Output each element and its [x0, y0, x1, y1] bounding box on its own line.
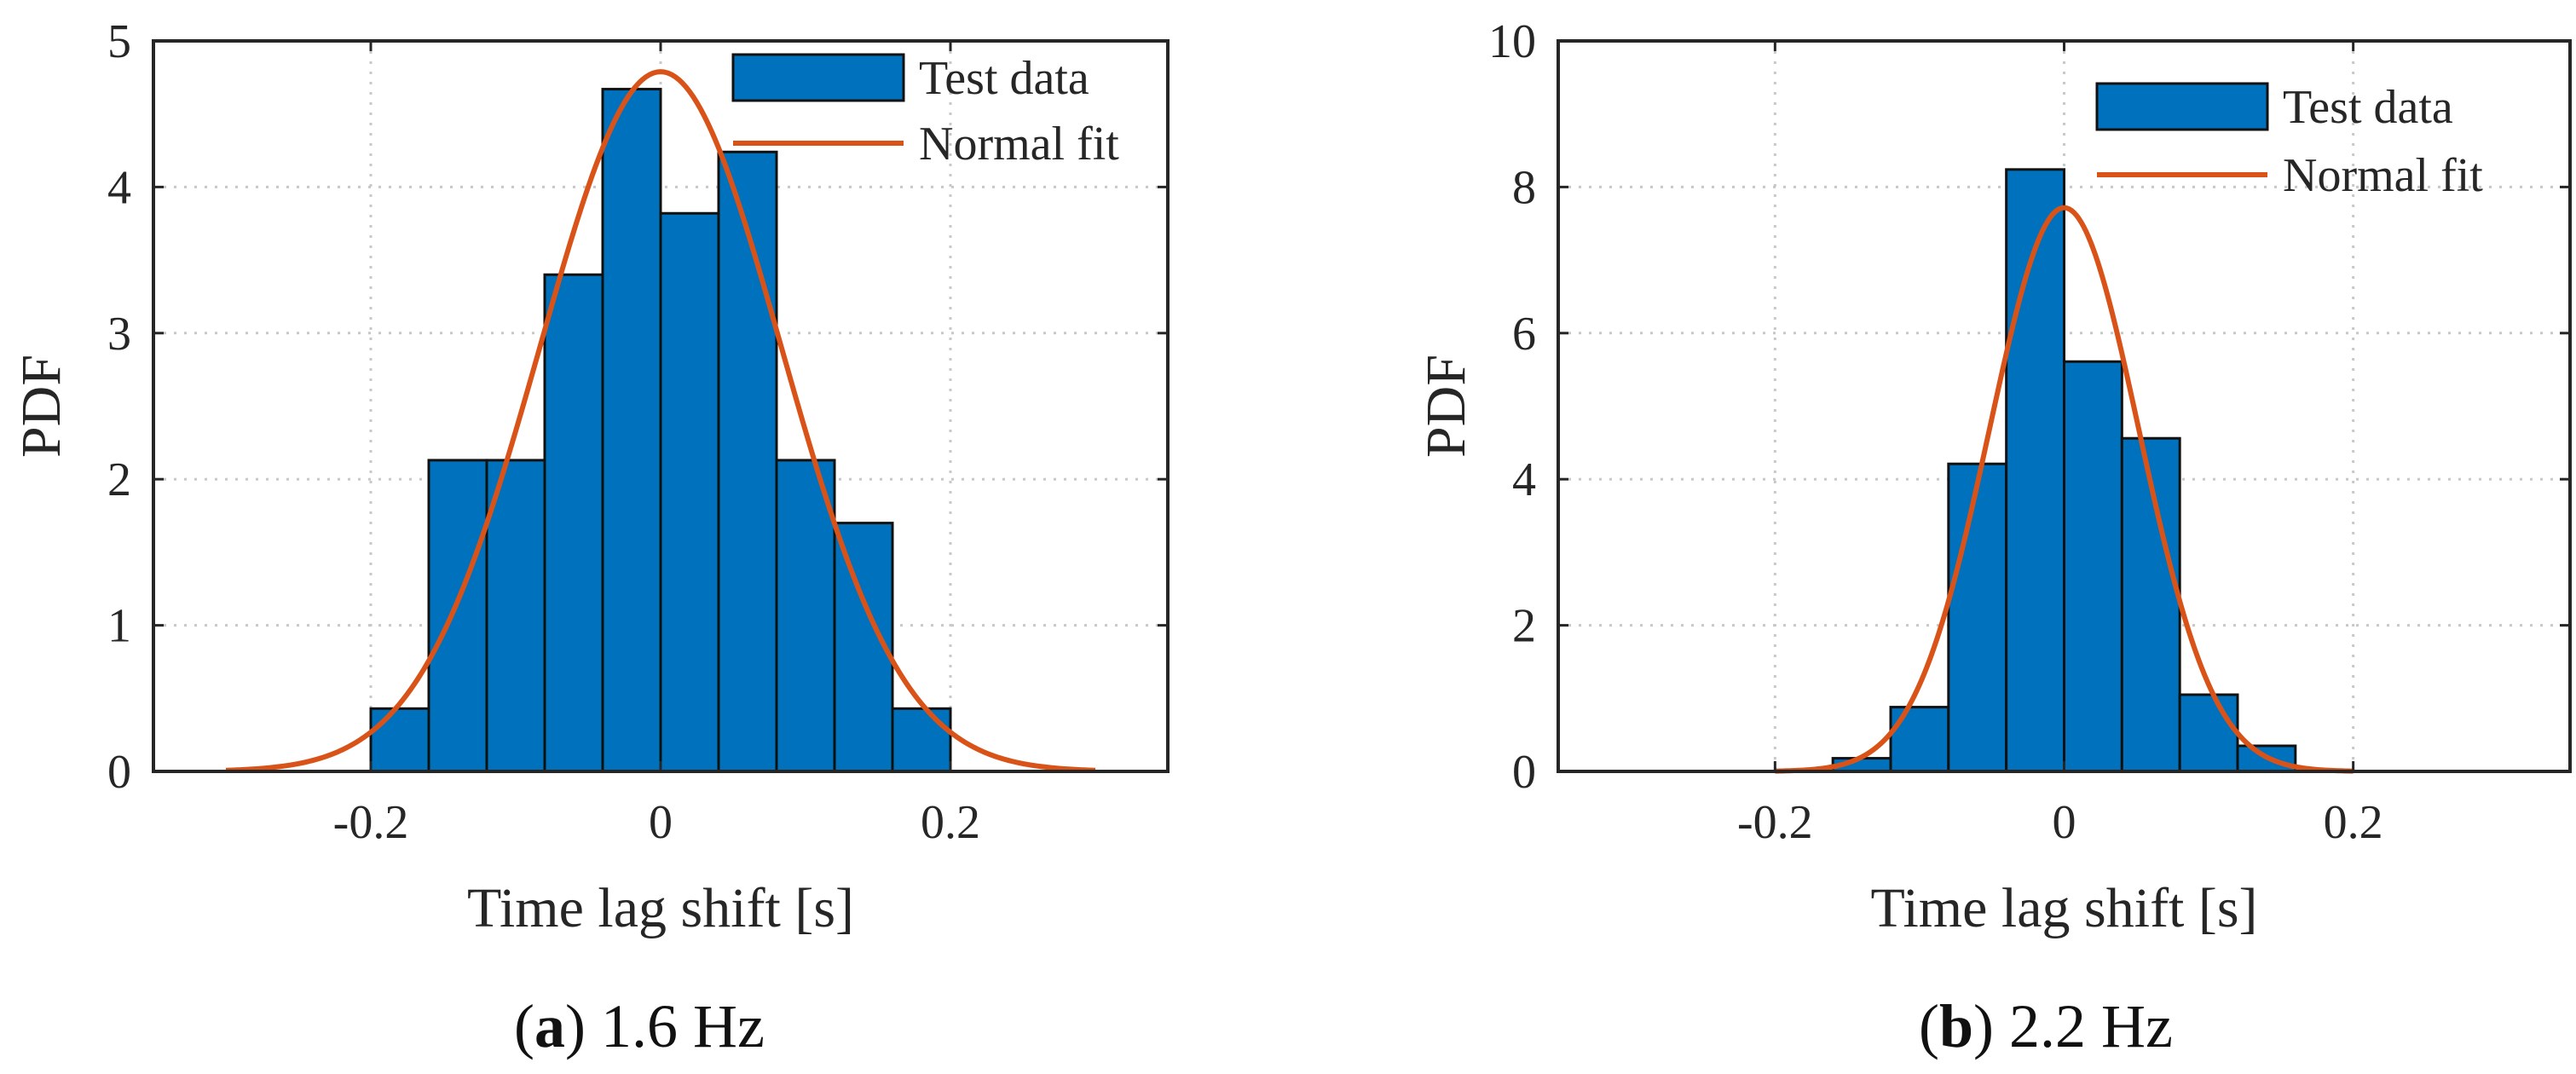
caption-panel-letter: b — [1939, 992, 1973, 1060]
x-tick-label: 0 — [649, 796, 673, 849]
panel-caption: (a) 1.6 Hz — [514, 992, 765, 1060]
histogram-bar — [369, 707, 430, 773]
legend-label-test-data: Test data — [2283, 81, 2453, 134]
y-tick-label: 3 — [107, 308, 131, 361]
histogram-bar — [543, 273, 604, 773]
normal-fit-line — [1775, 205, 2354, 774]
legend-label-normal-fit: Normal fit — [919, 118, 1119, 170]
y-axis-label: PDF — [1415, 355, 1477, 458]
y-axis-label: PDF — [10, 355, 72, 458]
y-tick-label: 0 — [107, 746, 131, 799]
histogram-bar — [485, 459, 546, 773]
y-tick-label: 0 — [1512, 746, 1536, 799]
legend-label-normal-fit: Normal fit — [2283, 149, 2483, 202]
caption-open-paren: ( — [514, 992, 534, 1060]
chart-panel-a: -0.2 0 0.2 0 1 2 3 4 5 Time lag shift [s] PDF Test … — [10, 15, 1170, 1060]
histogram-bar — [775, 459, 836, 773]
x-tick-label: 0 — [2053, 796, 2076, 849]
histogram-bar — [2063, 360, 2123, 773]
histogram-bar — [659, 211, 720, 773]
histogram-bar — [1947, 462, 2008, 773]
x-tick-label: 0.2 — [921, 796, 980, 849]
x-tick-label: 0.2 — [2324, 796, 2383, 849]
caption-close-paren: ) — [565, 992, 601, 1060]
histogram-bar — [2178, 693, 2239, 773]
legend-label-test-data: Test data — [919, 52, 1089, 105]
legend: Test data Normal fit — [2095, 81, 2483, 202]
x-tick-label: -0.2 — [1737, 796, 1813, 849]
histogram-bar — [891, 707, 952, 773]
x-tick-label: -0.2 — [333, 796, 409, 849]
chart-panel-b: -0.2 0 0.2 0 2 4 6 8 10 Time lag shift [s] PDF Test… — [1415, 15, 2572, 1060]
y-tick-label: 8 — [1512, 161, 1536, 214]
histogram-bar — [427, 459, 488, 773]
histogram-bar — [1889, 706, 1950, 773]
histogram-bar — [601, 88, 662, 773]
caption-panel-letter: a — [534, 992, 565, 1060]
y-tick-label: 1 — [107, 600, 131, 653]
caption-open-paren: ( — [1919, 992, 1939, 1060]
panel-caption: (b) 2.2 Hz — [1919, 992, 2173, 1060]
y-tick-label: 2 — [107, 453, 131, 506]
histogram-bar — [717, 150, 778, 773]
y-tick-label: 5 — [107, 15, 131, 68]
x-axis-label: Time lag shift [s] — [1870, 877, 2257, 939]
histogram-bar — [2005, 168, 2065, 773]
caption-frequency: 1.6 Hz — [601, 992, 765, 1060]
caption-close-paren: ) — [1973, 992, 2009, 1060]
caption-frequency: 2.2 Hz — [2009, 992, 2173, 1060]
y-tick-label: 4 — [107, 161, 131, 214]
y-tick-label: 2 — [1512, 600, 1536, 653]
legend-swatch-test-data — [731, 53, 905, 102]
legend-swatch-test-data — [2095, 82, 2269, 131]
y-tick-label: 6 — [1512, 308, 1536, 361]
x-axis-label: Time lag shift [s] — [467, 877, 854, 939]
y-tick-label: 10 — [1488, 15, 1536, 68]
y-tick-label: 4 — [1512, 453, 1536, 506]
legend: Test data Normal fit — [731, 52, 1119, 170]
normal-fit-line — [225, 69, 1096, 773]
